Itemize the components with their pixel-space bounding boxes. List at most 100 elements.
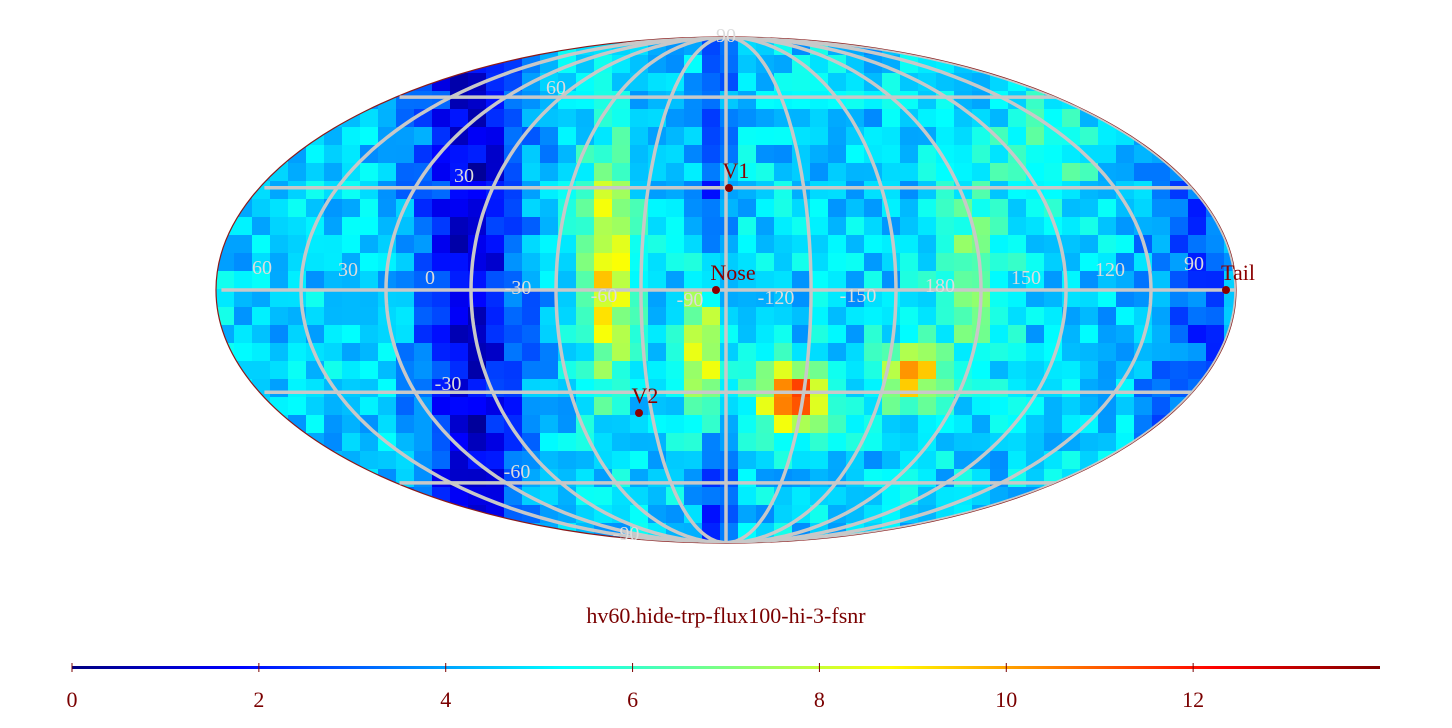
flux-pixel (1152, 307, 1171, 326)
flux-pixel (342, 235, 361, 254)
longitude-label: 30 (338, 259, 358, 281)
flux-pixel (414, 253, 433, 272)
flux-pixel (1044, 73, 1063, 92)
flux-pixel (450, 217, 469, 236)
flux-pixel (360, 109, 379, 128)
flux-pixel (378, 109, 397, 128)
flux-pixel (288, 415, 307, 434)
flux-pixel (450, 433, 469, 452)
flux-pixel (594, 181, 613, 200)
marker-label: V2 (632, 383, 659, 408)
flux-pixel (1170, 379, 1189, 398)
flux-pixel (1170, 325, 1189, 344)
flux-pixel (972, 91, 991, 110)
flux-pixel (756, 379, 775, 398)
flux-pixel (738, 397, 757, 416)
flux-pixel (936, 235, 955, 254)
flux-pixel (792, 289, 811, 308)
flux-pixel (846, 307, 865, 326)
flux-pixel (666, 361, 685, 380)
flux-pixel (594, 271, 613, 290)
flux-pixel (324, 307, 343, 326)
flux-pixel (666, 271, 685, 290)
flux-pixel (594, 361, 613, 380)
flux-pixel (1206, 271, 1225, 290)
flux-pixel (252, 199, 271, 218)
flux-pixel (1098, 271, 1117, 290)
flux-pixel (810, 307, 829, 326)
flux-pixel (414, 181, 433, 200)
flux-pixel (504, 109, 523, 128)
flux-pixel (252, 217, 271, 236)
flux-pixel (612, 235, 631, 254)
flux-pixel (774, 73, 793, 92)
flux-pixel (648, 199, 667, 218)
flux-pixel (666, 55, 685, 74)
flux-pixel (954, 127, 973, 146)
flux-pixel (774, 181, 793, 200)
flux-pixel (738, 433, 757, 452)
flux-pixel (666, 379, 685, 398)
flux-pixel (756, 109, 775, 128)
flux-pixel (720, 379, 739, 398)
flux-pixel (828, 181, 847, 200)
flux-pixel (828, 433, 847, 452)
flux-pixel (756, 271, 775, 290)
flux-pixel (864, 343, 883, 362)
flux-pixel (900, 181, 919, 200)
flux-pixel (540, 163, 559, 182)
flux-pixel (504, 181, 523, 200)
colorbar-tick-label: 0 (66, 687, 78, 712)
flux-pixel (1116, 181, 1135, 200)
flux-pixel (756, 361, 775, 380)
flux-pixel (828, 343, 847, 362)
flux-pixel (234, 325, 253, 344)
flux-pixel (468, 415, 487, 434)
flux-pixel (846, 289, 865, 308)
flux-pixel (1080, 253, 1099, 272)
flux-pixel (684, 181, 703, 200)
flux-pixel (342, 415, 361, 434)
flux-pixel (882, 397, 901, 416)
flux-pixel (702, 397, 721, 416)
flux-pixel (720, 289, 739, 308)
flux-pixel (630, 433, 649, 452)
flux-pixel (576, 343, 595, 362)
flux-pixel (864, 361, 883, 380)
flux-pixel (396, 451, 415, 470)
flux-pixel (468, 505, 487, 524)
flux-pixel (1206, 289, 1225, 308)
flux-pixel (684, 379, 703, 398)
flux-pixel (918, 163, 937, 182)
flux-pixel (1008, 199, 1027, 218)
flux-pixel (738, 451, 757, 470)
flux-pixel (234, 217, 253, 236)
flux-pixel (252, 235, 271, 254)
flux-pixel (396, 397, 415, 416)
flux-pixel (288, 199, 307, 218)
flux-pixel (1116, 397, 1135, 416)
flux-pixel (522, 37, 541, 56)
flux-pixel (360, 235, 379, 254)
flux-pixel (702, 91, 721, 110)
flux-pixel (954, 397, 973, 416)
flux-pixel (234, 397, 253, 416)
flux-pixel (450, 289, 469, 308)
flux-pixel (684, 415, 703, 434)
flux-pixel (1080, 343, 1099, 362)
flux-pixel (1206, 325, 1225, 344)
flux-pixel (306, 379, 325, 398)
flux-pixel (1080, 199, 1099, 218)
flux-pixel (1044, 163, 1063, 182)
flux-pixel (270, 307, 289, 326)
flux-pixel (1152, 217, 1171, 236)
flux-pixel (234, 289, 253, 308)
flux-pixel (792, 307, 811, 326)
flux-pixel (954, 343, 973, 362)
flux-pixel (522, 361, 541, 380)
flux-pixel (450, 145, 469, 164)
flux-pixel (486, 343, 505, 362)
flux-pixel (1224, 343, 1236, 362)
flux-pixel (738, 343, 757, 362)
flux-pixel (486, 289, 505, 308)
